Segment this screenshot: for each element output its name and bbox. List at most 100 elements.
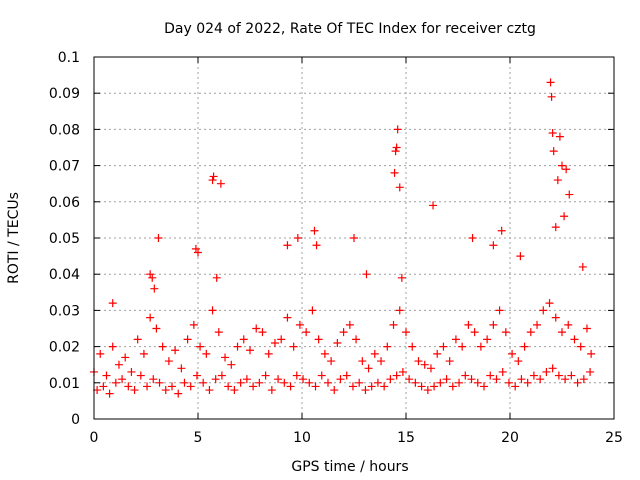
data-point: [236, 378, 245, 387]
data-point: [579, 375, 588, 384]
data-point: [393, 125, 402, 134]
data-point: [171, 346, 180, 355]
data-point: [587, 349, 596, 358]
data-point: [398, 367, 407, 376]
data-point: [564, 320, 573, 329]
data-point: [542, 367, 551, 376]
data-point: [539, 306, 548, 315]
data-point: [149, 375, 158, 384]
data-point: [458, 342, 467, 351]
data-point: [536, 375, 545, 384]
data-point: [194, 248, 202, 257]
data-point: [136, 371, 145, 380]
data-point: [470, 328, 479, 337]
data-point: [549, 147, 558, 156]
data-point: [105, 389, 114, 398]
data-point: [389, 320, 398, 329]
data-point: [445, 357, 454, 366]
data-point: [476, 342, 485, 351]
data-point: [224, 382, 233, 391]
data-point: [473, 378, 482, 387]
data-point: [246, 346, 254, 355]
data-point: [336, 375, 345, 384]
data-point: [361, 386, 370, 395]
data-point: [102, 371, 111, 380]
data-point: [498, 367, 507, 376]
data-point: [233, 342, 242, 351]
data-point: [464, 320, 473, 329]
data-point: [108, 342, 117, 351]
data-point: [420, 360, 429, 369]
data-point: [451, 335, 460, 344]
data-point: [547, 92, 556, 101]
data-point: [548, 364, 557, 373]
data-point: [255, 378, 264, 387]
data-point: [570, 335, 579, 344]
data-point: [383, 342, 392, 351]
data-point: [576, 342, 585, 351]
data-point: [395, 183, 404, 192]
data-point: [546, 78, 555, 87]
data-point: [150, 284, 159, 293]
data-point: [274, 375, 283, 384]
data-point: [283, 313, 292, 322]
data-point: [121, 353, 130, 362]
data-point: [461, 371, 470, 380]
data-point: [489, 241, 498, 250]
data-point: [373, 378, 382, 387]
x-tick-label: 25: [605, 430, 623, 446]
data-point: [286, 382, 295, 391]
data-point: [96, 349, 105, 358]
data-point: [108, 299, 117, 308]
data-point: [308, 306, 317, 315]
data-point: [270, 338, 279, 347]
data-point: [277, 335, 286, 344]
data-point: [561, 375, 570, 384]
data-point: [258, 328, 267, 337]
data-point: [143, 382, 152, 391]
data-point: [124, 382, 133, 391]
data-point: [517, 375, 526, 384]
data-point: [261, 371, 270, 380]
data-point: [390, 168, 399, 177]
data-point: [548, 129, 557, 138]
data-point: [483, 335, 492, 344]
data-point: [364, 364, 373, 373]
data-point: [146, 313, 155, 322]
y-tick-label: 0.1: [58, 50, 80, 66]
data-point: [392, 143, 401, 152]
data-point: [305, 378, 314, 387]
data-point: [330, 386, 339, 395]
data-point: [408, 342, 417, 351]
data-point: [252, 324, 261, 333]
y-tick-label: 0.05: [49, 231, 80, 247]
data-point: [352, 335, 361, 344]
data-point: [545, 299, 554, 308]
data-point: [289, 342, 298, 351]
data-point: [370, 349, 379, 358]
data-point: [212, 273, 221, 282]
data-point: [429, 201, 438, 210]
y-tick-label: 0.04: [49, 267, 80, 283]
data-point: [168, 382, 176, 391]
x-axis-label: GPS time / hours: [291, 459, 408, 475]
data-point: [310, 226, 319, 235]
data-point: [154, 234, 163, 242]
y-tick-label: 0: [71, 412, 80, 428]
data-point: [202, 349, 211, 358]
data-point: [164, 357, 173, 366]
data-point: [317, 371, 326, 380]
y-axis-label: ROTI / TECUs: [6, 192, 22, 284]
data-point: [455, 378, 464, 387]
data-point: [386, 375, 395, 384]
data-point: [99, 382, 108, 391]
data-point: [402, 328, 410, 337]
data-point: [127, 367, 136, 376]
data-point: [216, 179, 225, 188]
data-point: [417, 382, 426, 391]
data-point: [362, 270, 371, 279]
data-point: [155, 378, 164, 387]
data-point: [230, 386, 239, 395]
data-point: [209, 172, 218, 181]
data-point: [489, 320, 498, 329]
